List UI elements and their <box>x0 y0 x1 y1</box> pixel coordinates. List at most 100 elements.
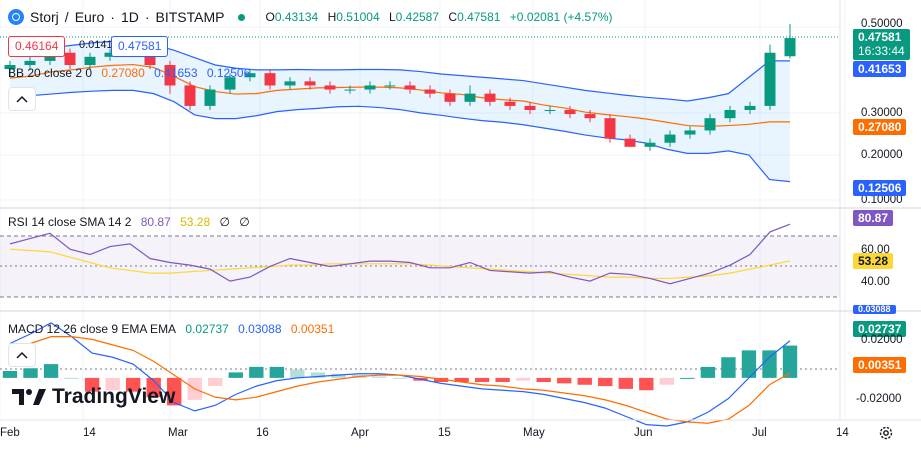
candle-body <box>404 85 416 90</box>
macd-value: 0.02737 <box>185 322 229 336</box>
rsi-sma-pill: 53.28 <box>853 253 894 269</box>
macd-hist-value: 0.00351 <box>290 322 335 336</box>
market-status-dot-icon <box>238 13 246 21</box>
bb-upper-value: 0.41653 <box>154 66 198 80</box>
candle-body <box>644 142 656 147</box>
rsi-extra-1: ∅ <box>219 215 230 229</box>
price-axis-label: 0.50000 <box>861 18 903 30</box>
macd-histogram-bar <box>2 371 18 378</box>
ohlc-values: O0.43134 H0.51004 L0.42587 C0.47581 +0.0… <box>265 10 618 24</box>
macd-histogram-bar <box>659 377 675 385</box>
candle-body <box>204 89 216 106</box>
candle-body <box>424 89 436 94</box>
rsi-sma-line <box>9 248 791 280</box>
interval-label[interactable]: 1D <box>120 9 139 25</box>
candle-body <box>724 110 736 119</box>
macd-histogram-bar <box>208 377 223 387</box>
rsi-label: RSI 14 close SMA 14 2 <box>8 215 132 229</box>
candle-body <box>384 85 396 87</box>
candle-body <box>184 85 196 106</box>
macd-histogram-bar <box>84 377 100 392</box>
storj-logo-icon[interactable] <box>8 9 24 25</box>
macd-histogram-bar <box>598 377 613 387</box>
macd-histogram-bar <box>557 377 572 384</box>
candlesticks <box>4 24 796 151</box>
quote-currency[interactable]: Euro <box>74 9 105 25</box>
buy-price-box[interactable]: 0.47581 <box>111 36 169 57</box>
brand-name: TradingView <box>52 385 176 408</box>
bb-basis-value: 0.27080 <box>101 66 145 80</box>
candle-body <box>344 89 356 91</box>
collapse-macd-legend-button[interactable] <box>8 343 36 367</box>
chevron-up-icon <box>16 95 28 103</box>
macd-histogram-bar <box>762 350 777 378</box>
candle-body <box>264 73 276 86</box>
macd-histogram-bar <box>577 377 592 385</box>
time-axis-label: Feb <box>0 427 20 439</box>
time-axis-label: 14 <box>83 427 96 439</box>
collapse-legend-button[interactable] <box>8 87 36 111</box>
spread-value: 0.01417 <box>79 39 119 51</box>
rsi-value: 80.87 <box>140 215 171 229</box>
candle-body <box>584 114 596 119</box>
rsi-axis-label: 40.00 <box>861 276 890 288</box>
candle-body <box>744 105 756 110</box>
macd-histogram-bar <box>105 377 120 391</box>
macd-histogram-bar <box>43 364 59 378</box>
time-axis-label: Apr <box>351 427 369 439</box>
macd-label: MACD 12 26 close 9 EMA EMA <box>8 322 177 336</box>
candle-body <box>484 93 496 102</box>
macd-histogram-bar <box>331 373 346 378</box>
candle-body <box>244 73 256 78</box>
macd-histogram-bar <box>618 377 633 389</box>
candle-body <box>684 130 696 135</box>
macd-axis-label: -0.02000 <box>856 393 902 405</box>
macd-axis-label: 0.02000 <box>861 334 903 346</box>
low-key: L <box>388 10 396 24</box>
time-axis-label: 15 <box>438 427 451 439</box>
macd-histogram-bar <box>721 357 736 378</box>
candle-body <box>364 85 376 90</box>
close-key: C <box>448 10 458 24</box>
candle-body <box>464 93 476 102</box>
macd-histogram-bar <box>700 366 716 378</box>
macd-histogram-bar <box>310 372 326 378</box>
bb-lower-line <box>9 89 791 183</box>
rsi-value-pill: 80.87 <box>853 210 894 226</box>
price-axis-label: 0.10000 <box>861 194 903 206</box>
candle-body <box>764 52 776 106</box>
symbol-separator: / <box>64 9 69 25</box>
time-axis-label: 16 <box>256 427 269 439</box>
macd-histogram-bar <box>536 377 551 382</box>
candle-body <box>504 101 516 106</box>
macd-signal-line <box>9 336 791 424</box>
gear-icon <box>879 426 893 440</box>
tradingview-logo-icon <box>12 389 46 405</box>
time-axis-label: 14 <box>836 427 849 439</box>
macd-histogram-bar <box>146 377 161 398</box>
candle-body <box>24 60 36 65</box>
macd-histogram-bar <box>433 377 449 382</box>
macd-value-pill: 0.02737 <box>853 321 907 337</box>
change-value: +0.02081 (+4.57%) <box>509 10 613 24</box>
bb-basis-pill: 0.27080 <box>853 119 907 135</box>
candle-body <box>564 110 576 115</box>
macd-histogram-bar <box>228 372 243 378</box>
macd-histogram-bar <box>64 377 79 379</box>
sell-price-box[interactable]: 0.46164 <box>8 36 66 57</box>
exchange-name[interactable]: BITSTAMP <box>155 9 225 25</box>
rsi-lines <box>9 223 791 285</box>
price-axis-label: 0.30000 <box>861 107 903 119</box>
low-value: 0.42587 <box>395 10 440 24</box>
rsi-sma-value: 53.28 <box>180 215 211 229</box>
macd-legend[interactable]: MACD 12 26 close 9 EMA EMA 0.02737 0.030… <box>8 322 340 336</box>
rsi-legend[interactable]: RSI 14 close SMA 14 2 80.87 53.28 ∅ ∅ <box>8 215 256 229</box>
bb-legend[interactable]: BB 20 close 2 0 0.27080 0.41653 0.12506 <box>8 66 256 80</box>
candle-body <box>664 134 676 143</box>
chart-settings-button[interactable] <box>878 425 896 443</box>
symbol-name[interactable]: Storj <box>30 9 59 25</box>
candle-body <box>104 52 116 57</box>
current-price: 0.47581 <box>858 30 902 44</box>
rsi-line <box>9 223 791 285</box>
